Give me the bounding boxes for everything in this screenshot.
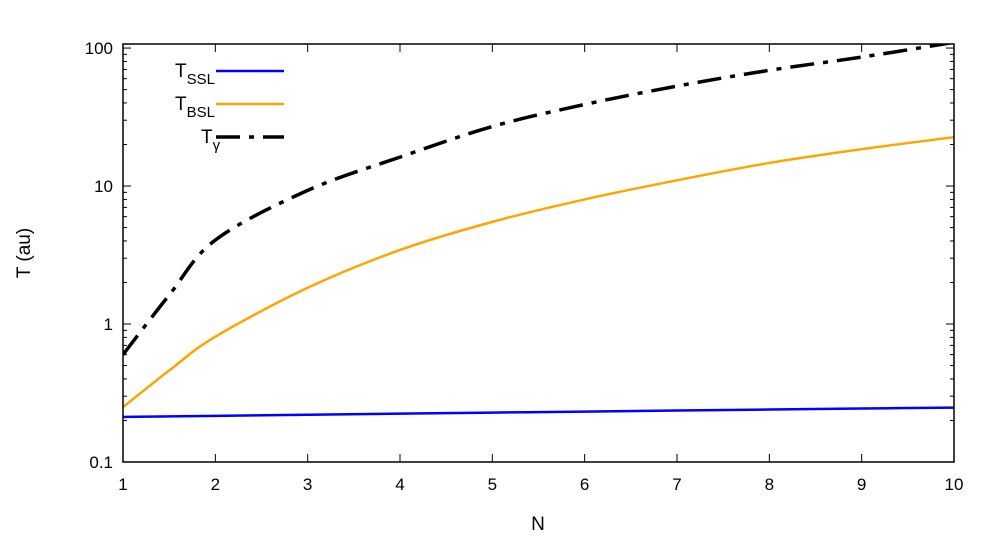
series-line-γ bbox=[123, 44, 954, 356]
y-tick-label: 100 bbox=[85, 39, 113, 58]
x-tick-label: 3 bbox=[303, 475, 312, 494]
y-tick-label: 1 bbox=[104, 315, 113, 334]
series-lines bbox=[123, 44, 954, 419]
legend-label: Tγ bbox=[201, 127, 221, 154]
y-tick-label: 0.1 bbox=[89, 453, 113, 472]
series-line-SSL bbox=[123, 406, 954, 419]
y-tick-labels: 0.1 1 10 100 bbox=[85, 39, 113, 472]
x-tick-labels: 1 2 3 4 5 6 7 8 9 10 bbox=[118, 475, 963, 494]
x-tick-label: 8 bbox=[765, 475, 774, 494]
legend-label: TBSL bbox=[175, 94, 215, 121]
axis-ticks bbox=[122, 44, 955, 463]
x-tick-label: 5 bbox=[488, 475, 497, 494]
legend: TSSL TBSL Tγ bbox=[175, 61, 284, 154]
y-axis-label: T (au) bbox=[14, 228, 35, 278]
plot-frame bbox=[122, 43, 955, 463]
legend-label: TSSL bbox=[175, 61, 215, 88]
x-axis-label: N bbox=[531, 514, 545, 535]
x-tick-label: 10 bbox=[945, 475, 964, 494]
x-tick-label: 4 bbox=[395, 475, 404, 494]
x-tick-label: 2 bbox=[211, 475, 220, 494]
series-line-BSL bbox=[123, 135, 954, 409]
x-tick-label: 1 bbox=[118, 475, 127, 494]
x-tick-label: 9 bbox=[857, 475, 866, 494]
y-tick-label: 10 bbox=[94, 177, 113, 196]
x-tick-label: 6 bbox=[580, 475, 589, 494]
x-tick-label: 7 bbox=[672, 475, 681, 494]
